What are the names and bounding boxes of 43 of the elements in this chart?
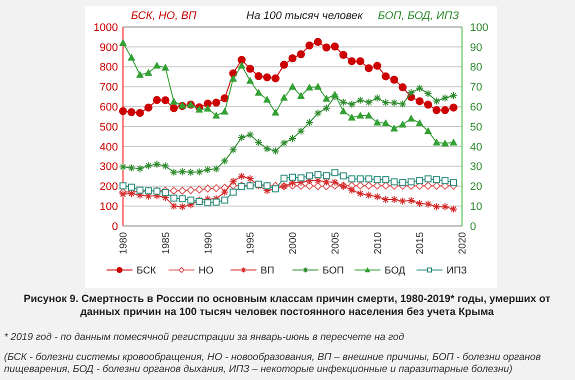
y-tick-label: 800 (100, 62, 118, 74)
y2-tick-label: 60 (470, 101, 482, 114)
text: Рисунок 9. Смертность в России по основным классам причин смерти, 1980-2019* годы, умерших от данных причин на 100 тысяч человек постоянного населения без учета Крыма (24, 293, 550, 318)
y2-tick-label: 50 (470, 121, 482, 134)
y-tick-label: 0 (112, 220, 118, 233)
y2-tick-label: 10 (470, 200, 482, 213)
x-tick-label: 2015 (415, 232, 426, 254)
y2-tick-label: 70 (470, 82, 482, 94)
y2-tick-label: 30 (470, 161, 482, 174)
y2-axis-title: БОП, БОД, ИПЗ (378, 10, 460, 22)
y2-tick-label: 90 (470, 42, 482, 54)
legend-label: БОП (322, 266, 344, 276)
x-tick-label: 2010 (372, 232, 384, 254)
x-tick-label: 1990 (203, 232, 214, 254)
y-tick-label: 400 (100, 141, 118, 154)
chart-subtitle: На 100 тысяч человек (246, 10, 364, 22)
y-tick-label: 200 (100, 181, 118, 194)
x-tick-label: 1995 (246, 232, 257, 254)
x-tick-label: 2000 (288, 232, 299, 254)
y2-tick-label: 80 (470, 62, 482, 74)
legend-label: ВП (260, 266, 274, 276)
y-tick-label: 900 (100, 42, 118, 54)
x-tick-label: 2005 (330, 232, 342, 254)
legend-label: БСК (136, 266, 156, 276)
legend-label: НО (198, 266, 214, 276)
legend-label: БОД (384, 266, 406, 276)
x-tick-label: 2020 (458, 232, 468, 254)
text: (БСК - болезни системы кровообращения, НО - новообразования, ВП – внешние причины, БОП - болезни органов пищеварения, БОД - болезни органов дыхания, ИПЗ – некоторые инфекционные и паразитарные болезни) (4, 352, 541, 375)
y2-tick-label: 40 (470, 141, 482, 154)
y-tick-label: 1000 (94, 22, 118, 34)
x-tick-label: 1980 (118, 232, 130, 254)
y2-tick-label: 20 (470, 181, 482, 194)
text: * 2019 год - по данным помесячной регистрации за январь-июнь в пересчете на год (4, 332, 405, 343)
legend-label: ИПЗ (446, 266, 467, 276)
y-tick-label: 500 (100, 121, 118, 134)
y-tick-label: 700 (100, 82, 118, 94)
y-tick-label: 100 (100, 200, 118, 213)
y-tick-label: 600 (100, 101, 118, 114)
x-tick-label: 1985 (160, 232, 172, 254)
y-tick-label: 300 (100, 161, 118, 174)
y2-tick-label: 100 (470, 22, 488, 34)
y2-tick-label: 0 (470, 220, 476, 233)
y-axis-title: БСК, НО, ВП (131, 10, 196, 22)
